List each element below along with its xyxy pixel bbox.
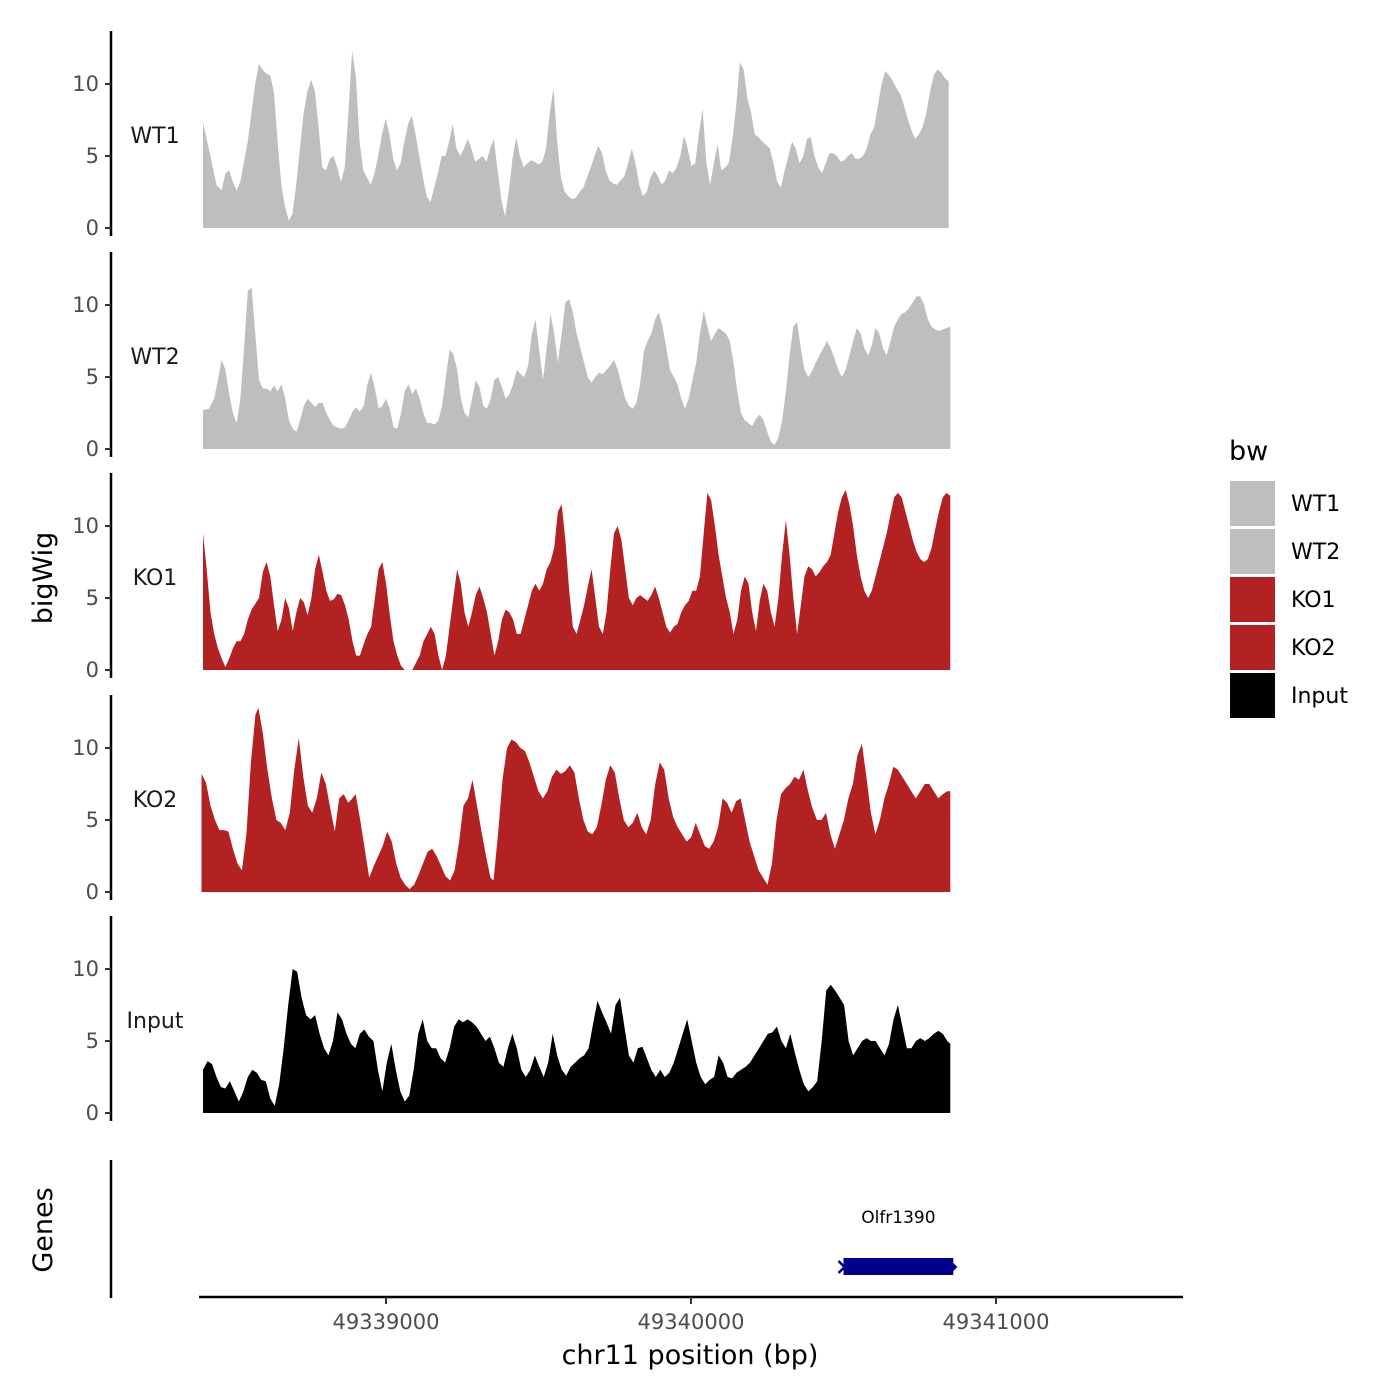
gene-end-cap [952, 1262, 958, 1272]
y-tick-label: 0 [86, 216, 99, 240]
y-tick-label: 0 [86, 437, 99, 461]
legend-key-wt1 [1230, 481, 1275, 526]
y-tick-label: 5 [86, 365, 99, 389]
x-tick-label: 49341000 [943, 1310, 1050, 1334]
legend-title: bw [1229, 436, 1268, 467]
legend-label: KO1 [1291, 588, 1336, 613]
y-tick-label: 5 [86, 808, 99, 832]
legend-label: WT1 [1291, 492, 1340, 517]
gene-label: Olfr1390 [861, 1208, 935, 1228]
coverage-area [203, 287, 951, 449]
legend-label: KO2 [1291, 636, 1336, 661]
track-ko1: 0 5 10 KO1 [72, 473, 951, 682]
y-axis-title: bigWig [28, 532, 59, 625]
y-tick-label: 5 [86, 144, 99, 168]
y-tick-label: 10 [72, 736, 99, 760]
legend-key-ko2 [1230, 625, 1275, 670]
coverage-area [203, 490, 951, 670]
x-axis-title: chr11 position (bp) [562, 1340, 819, 1371]
y-tick-label: 0 [86, 880, 99, 904]
legend-key-input [1230, 673, 1275, 718]
track-wt2: 0 5 10 WT2 [72, 252, 951, 461]
x-axis: 49339000 49340000 49341000 [199, 1295, 1183, 1334]
y-tick-label: 10 [72, 72, 99, 96]
y-tick-label: 10 [72, 293, 99, 317]
track-label: Input [127, 1009, 184, 1034]
legend: WT1 WT2 KO1 KO2 Input [1230, 481, 1348, 718]
legend-key-wt2 [1230, 529, 1275, 574]
y-tick-label: 0 [86, 658, 99, 682]
coverage-area [203, 969, 951, 1113]
y-tick-label: 10 [72, 957, 99, 981]
coverage-area [201, 707, 951, 892]
track-label: WT1 [130, 124, 179, 149]
y-tick-label: 5 [86, 1029, 99, 1053]
x-tick-label: 49340000 [638, 1310, 745, 1334]
track-wt1: 0 5 10 WT1 [72, 31, 949, 240]
gene-strand-arrow [837, 1260, 847, 1274]
track-input: 0 5 10 Input [72, 916, 951, 1125]
genes-panel: Olfr1390 [109, 1160, 958, 1298]
coverage-area [203, 50, 949, 229]
track-label: WT2 [130, 345, 179, 370]
track-ko2: 0 5 10 KO2 [72, 695, 951, 904]
y-tick-label: 10 [72, 514, 99, 538]
legend-key-ko1 [1230, 577, 1275, 622]
track-label: KO1 [133, 566, 178, 591]
x-tick-label: 49339000 [333, 1310, 440, 1334]
track-label: KO2 [133, 788, 178, 813]
gene-body [843, 1258, 954, 1275]
legend-label: WT2 [1291, 540, 1340, 565]
genes-axis-title: Genes [28, 1187, 59, 1272]
bigwig-tracks: 0 5 10 WT1 0 5 10 WT2 0 5 10 KO1 0 5 10 KO2 0 5 10 Input [72, 31, 951, 1125]
y-tick-label: 0 [86, 1101, 99, 1125]
legend-label: Input [1291, 684, 1348, 709]
y-tick-label: 5 [86, 586, 99, 610]
